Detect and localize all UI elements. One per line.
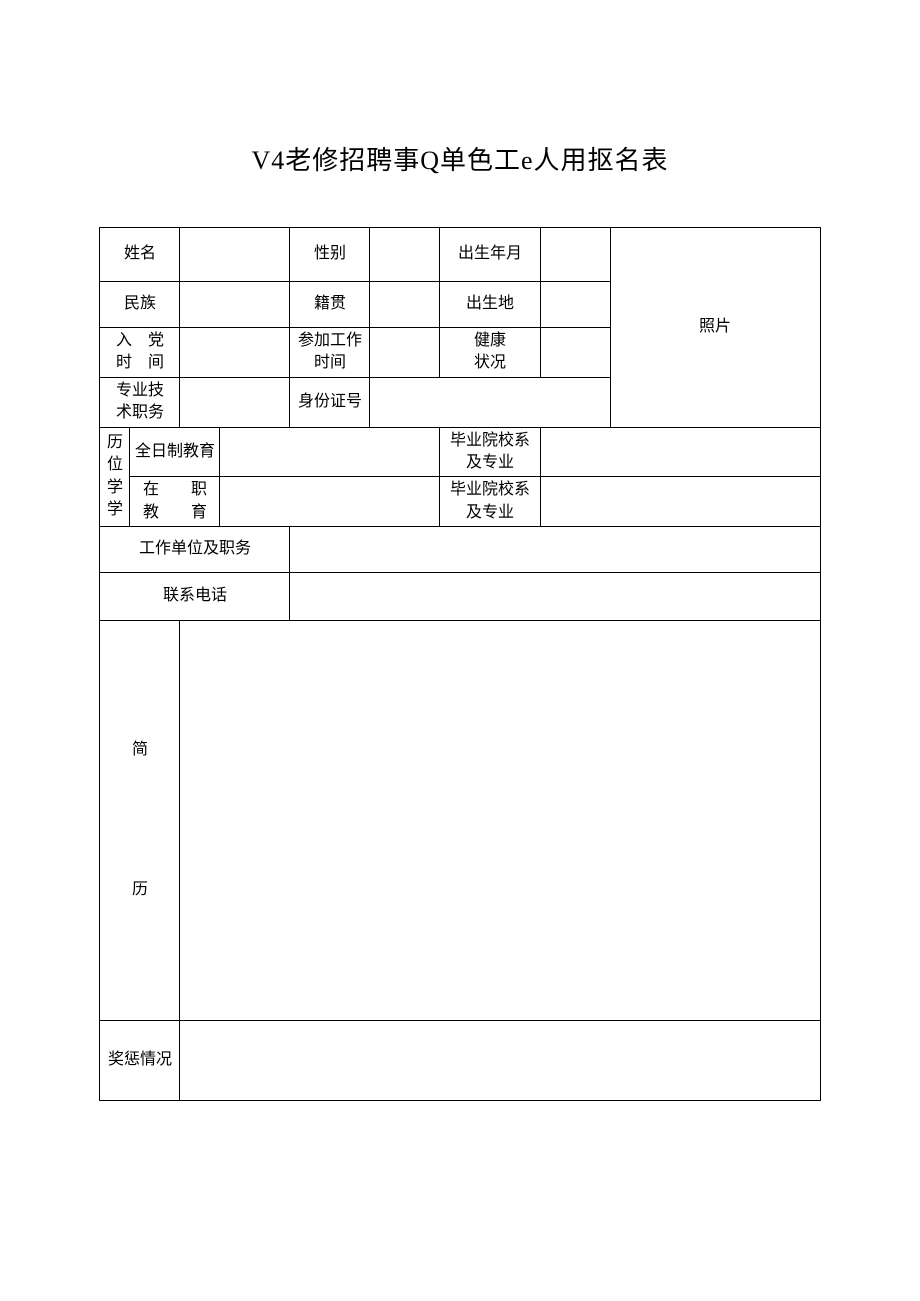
label-health: 健康 状况 xyxy=(440,328,540,378)
label-edu-side-l3: 学 xyxy=(107,479,123,496)
label-onjob-edu: 在 职 教 育 xyxy=(130,477,220,527)
label-resume: 简 历 xyxy=(100,621,180,1021)
value-party-join[interactable] xyxy=(180,328,290,378)
label-rewards: 奖惩情况 xyxy=(100,1021,180,1101)
label-birth-place: 出生地 xyxy=(440,282,540,328)
label-education-side: 历 位 学 学 xyxy=(100,427,130,527)
value-birth-date[interactable] xyxy=(540,228,610,282)
label-resume-l2: 历 xyxy=(132,879,148,901)
value-onjob-edu[interactable] xyxy=(220,477,440,527)
value-resume[interactable] xyxy=(180,621,820,1021)
photo-area[interactable]: 照片 xyxy=(610,228,820,428)
label-grad-school-1: 毕业院校系 及专业 xyxy=(440,427,540,477)
value-native-place[interactable] xyxy=(370,282,440,328)
label-resume-l1: 简 xyxy=(132,739,148,761)
label-work-start-l2: 时间 xyxy=(314,354,346,371)
label-tech-title-l1: 专业技 xyxy=(116,382,164,399)
value-ethnicity[interactable] xyxy=(180,282,290,328)
label-ethnicity: 民族 xyxy=(100,282,180,328)
value-tech-title[interactable] xyxy=(180,377,290,427)
label-tech-title-l2: 术职务 xyxy=(116,404,164,421)
page-title: V4老修招聘事Q单色工e人用抠名表 xyxy=(0,140,920,177)
label-party-join-l1: 入 党 xyxy=(116,332,164,349)
label-party-join: 入 党 时 间 xyxy=(100,328,180,378)
value-birth-place[interactable] xyxy=(540,282,610,328)
label-edu-side-l1: 历 xyxy=(107,434,123,451)
label-grad-school-2-l1: 毕业院校系 xyxy=(450,481,530,498)
label-tech-title: 专业技 术职务 xyxy=(100,377,180,427)
value-gender[interactable] xyxy=(370,228,440,282)
value-work-start[interactable] xyxy=(370,328,440,378)
label-name: 姓名 xyxy=(100,228,180,282)
value-rewards[interactable] xyxy=(180,1021,820,1101)
value-id-number[interactable] xyxy=(370,377,610,427)
label-grad-school-1-l1: 毕业院校系 xyxy=(450,432,530,449)
label-health-l2: 状况 xyxy=(474,354,506,371)
label-work-start-l1: 参加工作 xyxy=(298,332,362,349)
label-edu-side-l4: 学 xyxy=(107,501,123,518)
label-grad-school-2-l2: 及专业 xyxy=(466,504,514,521)
value-health[interactable] xyxy=(540,328,610,378)
label-work-unit: 工作单位及职务 xyxy=(100,527,290,573)
label-gender: 性别 xyxy=(290,228,370,282)
label-edu-side-l2: 位 xyxy=(107,456,123,473)
label-phone: 联系电话 xyxy=(100,573,290,621)
label-health-l1: 健康 xyxy=(474,332,506,349)
label-party-join-l2: 时 间 xyxy=(116,354,164,371)
value-fulltime-school[interactable] xyxy=(540,427,820,477)
value-onjob-school[interactable] xyxy=(540,477,820,527)
value-fulltime-edu[interactable] xyxy=(220,427,440,477)
label-onjob-edu-l1: 在 职 xyxy=(143,481,207,498)
label-grad-school-1-l2: 及专业 xyxy=(466,454,514,471)
label-id-number: 身份证号 xyxy=(290,377,370,427)
label-grad-school-2: 毕业院校系 及专业 xyxy=(440,477,540,527)
label-native-place: 籍贯 xyxy=(290,282,370,328)
label-work-start: 参加工作 时间 xyxy=(290,328,370,378)
personnel-form-table: 姓名 性别 出生年月 照片 民族 籍贯 出生地 入 党 时 间 参加工作 时间 … xyxy=(99,227,820,1101)
label-onjob-edu-l2: 教 育 xyxy=(143,504,207,521)
value-work-unit[interactable] xyxy=(290,527,820,573)
value-name[interactable] xyxy=(180,228,290,282)
label-fulltime-edu: 全日制教育 xyxy=(130,427,220,477)
label-birth-date: 出生年月 xyxy=(440,228,540,282)
value-phone[interactable] xyxy=(290,573,820,621)
